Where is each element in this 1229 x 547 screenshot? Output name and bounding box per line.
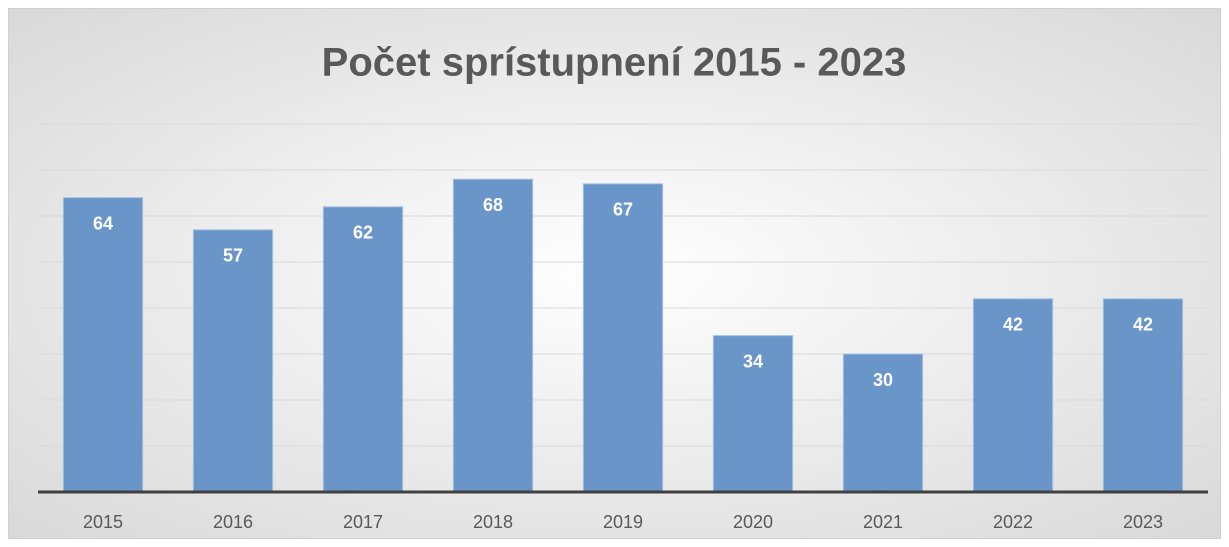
bar <box>582 183 664 493</box>
bar <box>842 353 924 493</box>
bar <box>62 197 144 493</box>
data-label: 62 <box>353 223 373 243</box>
bar <box>192 229 274 493</box>
x-tick-label: 2016 <box>213 512 253 532</box>
x-tick-label: 2023 <box>1123 512 1163 532</box>
data-label: 30 <box>873 370 893 390</box>
bar <box>1102 298 1184 493</box>
labels: 2015 64 2016 57 2017 62 2018 68 2019 67 2020 34 2021… <box>83 195 1163 532</box>
bar <box>322 206 404 493</box>
x-tick-label: 2017 <box>343 512 383 532</box>
bar <box>712 335 794 493</box>
data-label: 64 <box>93 213 113 233</box>
x-tick-label: 2020 <box>733 512 773 532</box>
x-tick-label: 2015 <box>83 512 123 532</box>
data-label: 68 <box>483 195 503 215</box>
x-tick-label: 2019 <box>603 512 643 532</box>
data-label: 42 <box>1133 315 1153 335</box>
data-label: 67 <box>613 200 633 220</box>
x-tick-label: 2022 <box>993 512 1033 532</box>
x-tick-label: 2018 <box>473 512 513 532</box>
x-tick-label: 2021 <box>863 512 903 532</box>
bar <box>972 298 1054 493</box>
bar <box>452 178 534 493</box>
data-label: 57 <box>223 246 243 266</box>
chart-title: Počet sprístupnení 2015 - 2023 <box>322 41 907 85</box>
data-label: 34 <box>743 351 763 371</box>
data-label: 42 <box>1003 315 1023 335</box>
bars <box>62 178 1184 493</box>
